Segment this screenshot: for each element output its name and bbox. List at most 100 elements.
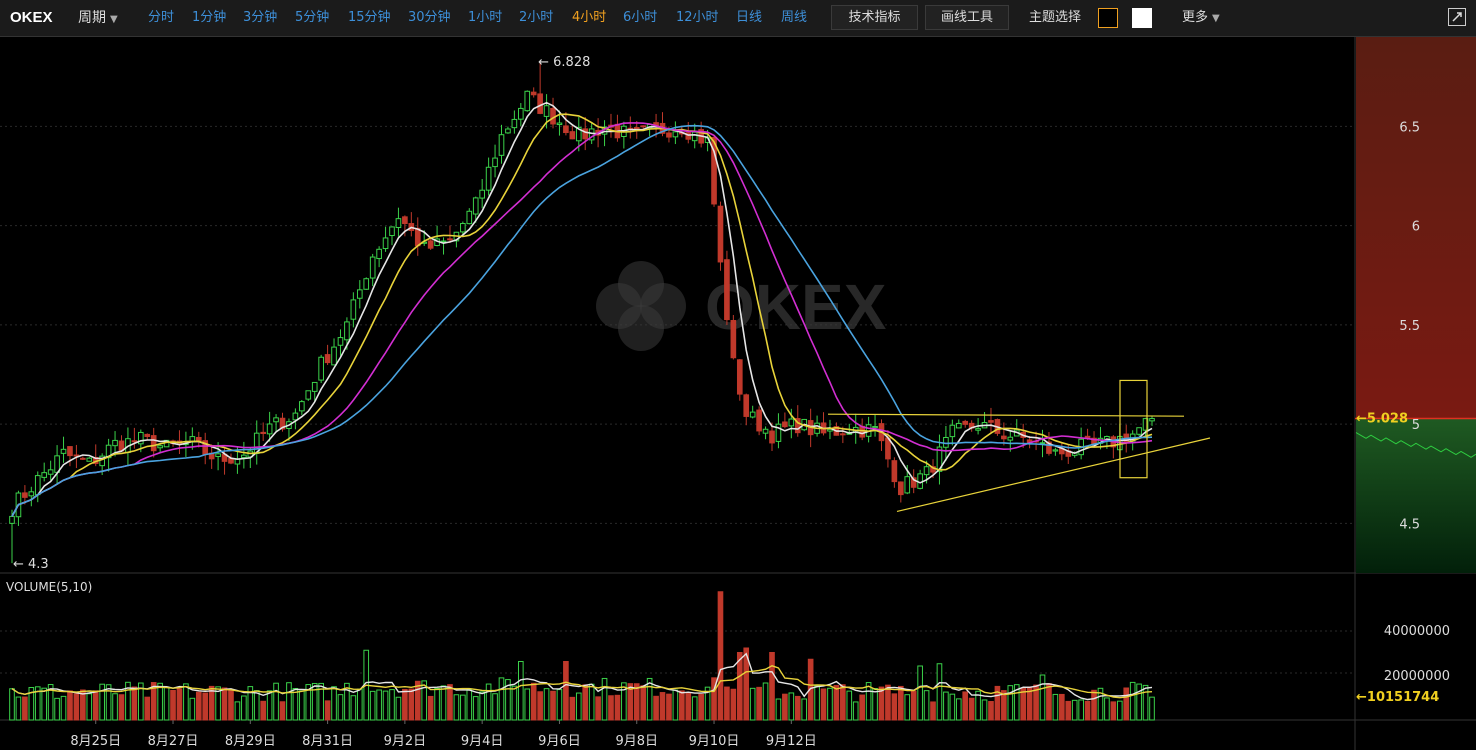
volume-bar bbox=[279, 701, 286, 721]
volume-bar bbox=[517, 661, 524, 721]
candle-body bbox=[975, 428, 981, 431]
time-tick-label: 8月31日 bbox=[302, 734, 353, 749]
interval-tab[interactable]: 2小时 bbox=[519, 10, 554, 25]
candle-body bbox=[769, 430, 775, 444]
price-tick-label: 5.5 bbox=[1399, 319, 1420, 334]
volume-bar bbox=[266, 690, 273, 721]
candle-body bbox=[279, 417, 286, 430]
candle-body bbox=[1001, 435, 1007, 440]
candle-body bbox=[324, 354, 331, 364]
volume-bar bbox=[253, 690, 260, 721]
interval-tab[interactable]: 3分钟 bbox=[243, 10, 278, 25]
volume-bar bbox=[505, 679, 511, 721]
volume-bar bbox=[15, 696, 22, 721]
volume-bar bbox=[775, 698, 782, 721]
volume-bar bbox=[150, 682, 157, 721]
candle-body bbox=[794, 418, 801, 434]
volume-bar bbox=[666, 693, 672, 721]
candle-body bbox=[41, 472, 48, 478]
candle-body bbox=[685, 132, 692, 140]
candle-body bbox=[917, 473, 923, 489]
candle-body bbox=[872, 425, 878, 429]
more-dropdown[interactable]: 更多 ▼ bbox=[1182, 0, 1220, 36]
ma-line-ma3 bbox=[11, 122, 1153, 517]
theme-dark-swatch[interactable] bbox=[1098, 8, 1118, 28]
volume-bar bbox=[344, 682, 350, 721]
interval-tab[interactable]: 12小时 bbox=[676, 10, 719, 25]
candle-body bbox=[337, 337, 344, 346]
candle-body bbox=[517, 107, 524, 120]
volume-bar bbox=[1078, 699, 1084, 721]
volume-bar bbox=[659, 692, 666, 721]
volume-bar bbox=[208, 685, 215, 721]
interval-tab[interactable]: 6小时 bbox=[623, 10, 658, 25]
ma-line-ma1 bbox=[11, 101, 1153, 517]
annotations: ← 6.828 ← 4.3 bbox=[13, 55, 1211, 572]
volume-bar bbox=[472, 696, 479, 721]
volume-bar bbox=[679, 690, 685, 721]
interval-tab[interactable]: 1小时 bbox=[468, 10, 503, 25]
candle-body bbox=[840, 433, 846, 436]
volume-bar bbox=[524, 688, 531, 721]
interval-tab[interactable]: 1分钟 bbox=[192, 10, 227, 25]
candle-body bbox=[144, 433, 151, 437]
interval-tab[interactable]: 5分钟 bbox=[295, 10, 330, 25]
interval-tab[interactable]: 30分钟 bbox=[408, 10, 451, 25]
candle-body bbox=[910, 477, 917, 488]
volume-ma-line bbox=[11, 652, 1153, 701]
candle-body bbox=[537, 93, 543, 114]
volume-bar bbox=[479, 691, 485, 721]
volume-bar bbox=[324, 700, 331, 721]
volume-bar bbox=[131, 686, 138, 721]
candle-body bbox=[195, 437, 202, 442]
volume-bar bbox=[460, 694, 466, 721]
price-chart[interactable]: OKEX ← 6.828 ← 4.3 6.5 6 5.5 5 4.5 ←5.028 VOLU… bbox=[0, 37, 1476, 750]
interval-tab[interactable]: 周线 bbox=[781, 10, 808, 25]
candle-body bbox=[311, 381, 318, 392]
candle-body bbox=[775, 423, 782, 442]
period-dropdown[interactable]: 周期 ▼ bbox=[78, 0, 118, 36]
candle-body bbox=[743, 394, 750, 417]
candle-body bbox=[376, 248, 382, 260]
candle-body bbox=[530, 91, 537, 96]
interval-tab[interactable]: 4小时 bbox=[572, 10, 607, 25]
volume-bar bbox=[189, 697, 196, 721]
highlight-box bbox=[1119, 379, 1148, 479]
candle-body bbox=[640, 125, 647, 128]
time-tick-label: 9月8日 bbox=[615, 734, 658, 749]
volume-bar bbox=[9, 688, 15, 721]
volume-bar bbox=[840, 684, 846, 721]
technical-indicators-button[interactable]: 技术指标 bbox=[831, 5, 918, 30]
drawing-tools-button[interactable]: 画线工具 bbox=[925, 5, 1009, 30]
candle-body bbox=[936, 446, 943, 472]
candle-body bbox=[395, 218, 402, 229]
volume-bar bbox=[202, 692, 209, 721]
interval-tab[interactable]: 日线 bbox=[736, 10, 763, 25]
volume-bar bbox=[575, 692, 582, 721]
volume-bar bbox=[105, 684, 112, 721]
candle-body bbox=[543, 105, 550, 117]
candle-body bbox=[891, 460, 898, 483]
theme-light-swatch[interactable] bbox=[1132, 8, 1152, 28]
axis-band-above bbox=[1356, 37, 1476, 419]
ma-line-ma4 bbox=[11, 124, 1153, 517]
interval-tab[interactable]: 15分钟 bbox=[348, 10, 391, 25]
candle-body bbox=[60, 448, 67, 454]
volume-bar bbox=[376, 689, 382, 721]
volume-bar bbox=[286, 682, 292, 721]
volume-bar bbox=[144, 696, 151, 721]
volume-bar bbox=[859, 694, 865, 721]
volume-bar bbox=[73, 693, 80, 721]
watermark-logo-circle bbox=[618, 305, 664, 351]
volume-bar bbox=[170, 690, 176, 721]
time-tick-label: 9月10日 bbox=[689, 734, 740, 749]
volume-bar bbox=[955, 698, 962, 721]
volume-bar bbox=[228, 689, 234, 721]
volume-bar bbox=[86, 693, 93, 721]
volume-bar bbox=[923, 690, 930, 721]
volume-bar bbox=[92, 690, 99, 721]
candle-body bbox=[897, 481, 904, 496]
fullscreen-icon[interactable] bbox=[1448, 8, 1466, 26]
candle-body bbox=[260, 431, 267, 435]
interval-tab[interactable]: 分时 bbox=[148, 10, 175, 25]
